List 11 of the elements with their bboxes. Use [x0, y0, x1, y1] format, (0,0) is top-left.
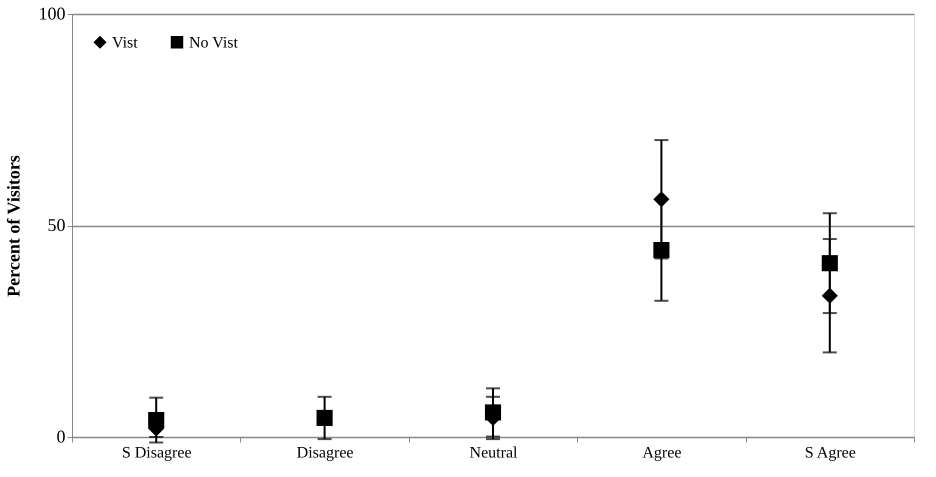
legend-label: Vist: [112, 34, 138, 52]
x-tick-label: Disagree: [296, 444, 354, 462]
y-tick-label: 0: [56, 426, 66, 446]
y-axis-title: Percent of Visitors: [4, 155, 24, 297]
y-tick-label: 100: [38, 4, 66, 24]
x-tick-label: S Disagree: [122, 444, 192, 462]
x-tick-label: S Agree: [804, 444, 856, 462]
legend-label: No Vist: [189, 34, 239, 52]
y-tick-label: 50: [48, 215, 66, 235]
x-tick-label: Agree: [642, 444, 682, 462]
x-tick-label: Neutral: [470, 444, 518, 462]
